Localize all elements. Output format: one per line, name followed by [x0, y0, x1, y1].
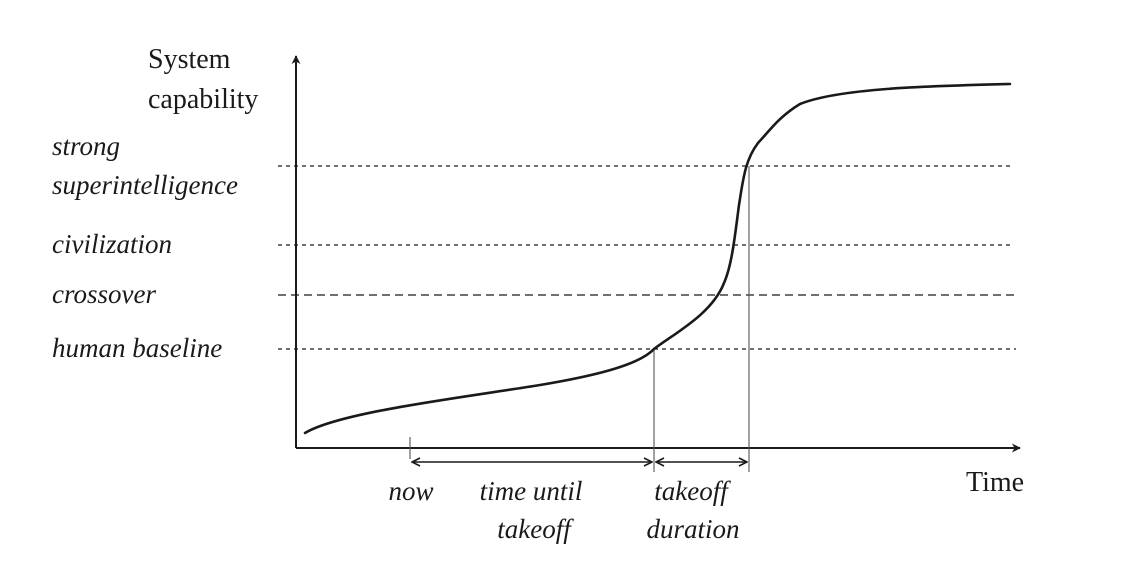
- level-label-human-baseline: human baseline: [52, 333, 222, 363]
- y-axis-label-line1: System: [148, 44, 231, 75]
- time-until-takeoff-label-line2: takeoff: [497, 514, 574, 544]
- time-until-takeoff-label-line1: time until: [480, 476, 583, 506]
- level-label-strong: strong: [52, 131, 120, 161]
- level-label-civilization: civilization: [52, 229, 172, 259]
- y-axis-label-line2: capability: [148, 84, 258, 115]
- x-axis-label: Time: [966, 467, 1024, 498]
- capability-curve: [303, 82, 1012, 435]
- level-label-crossover: crossover: [52, 279, 156, 309]
- now-label: now: [388, 476, 433, 506]
- takeoff-duration-label-line1: takeoff: [654, 476, 731, 506]
- level-label-superintelligence: superintelligence: [52, 170, 238, 200]
- takeoff-duration-label-line2: duration: [646, 514, 739, 544]
